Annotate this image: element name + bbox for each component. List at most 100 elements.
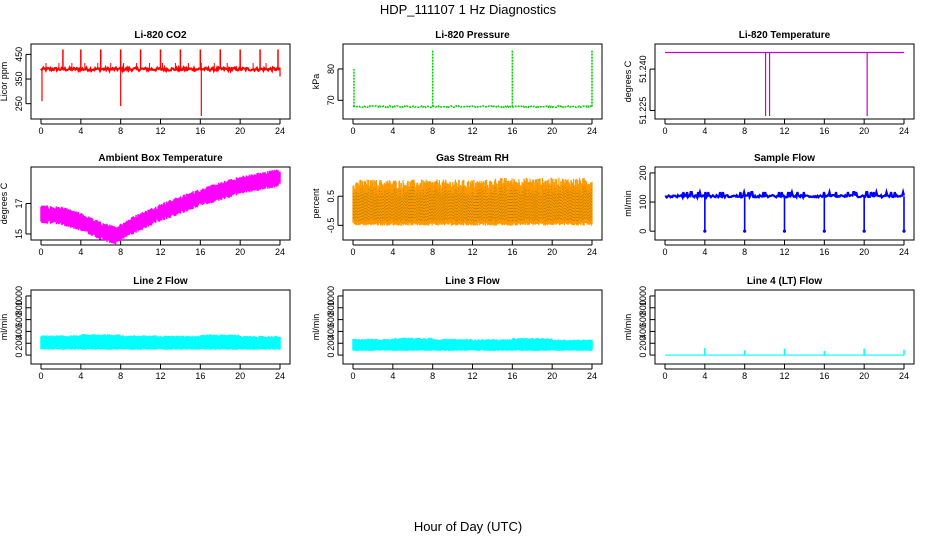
y-tick-label: 70 [326,95,336,105]
x-tick-label: 24 [275,247,285,257]
x-tick-label: 24 [899,126,909,136]
x-tick-label: 4 [390,126,395,136]
y-tick-label: 200 [326,336,336,351]
panel-title: Sample Flow [754,153,815,164]
y-tick-label: 51.240 [638,55,648,83]
y-axis-label: percent [311,188,321,219]
panel-title: Ambient Box Temperature [98,153,223,164]
series-band [352,177,593,226]
x-tick-label: 8 [118,247,123,257]
x-tick-label: 8 [430,371,435,381]
y-tick-label: 350 [14,72,24,87]
x-tick-label: 4 [390,371,395,381]
x-tick-label: 4 [78,247,83,257]
x-tick-label: 16 [507,371,517,381]
y-axis-label: Licor ppm [0,62,9,102]
x-tick-label: 12 [779,371,789,381]
panel-7: Line 2 Flow ml/min 0 4 8 12 16 20 24 0 20040060080… [0,276,291,381]
dip-point [782,229,787,233]
panel-4: Ambient Box Temperature degrees C 0 4 8 12 16 2… [0,153,291,257]
x-tick-label: 16 [819,126,829,136]
x-tick-label: 8 [742,126,747,136]
y-tick-label: 600 [326,312,336,327]
y-tick-label: 800 [638,300,648,315]
y-tick-label: 0 [14,353,24,358]
x-tick-label: 12 [467,126,477,136]
x-tick-label: 16 [819,247,829,257]
y-axis-label: ml/min [311,314,321,341]
x-tick-label: 8 [118,126,123,136]
y-tick-label: 400 [326,324,336,339]
plot-frame [342,289,603,365]
x-tick-label: 24 [587,126,597,136]
y-axis-label: ml/min [623,314,633,341]
panel-8: Line 3 Flow ml/min 0 4 8 12 16 20 24 0 20040060080… [311,276,603,381]
x-tick-label: 20 [859,247,869,257]
x-tick-label: 24 [899,371,909,381]
x-tick-label: 16 [819,371,829,381]
x-tick-label: 4 [78,126,83,136]
y-tick-label: 0.5 [326,190,336,203]
y-tick-label: 200 [638,165,648,180]
y-tick-label: 800 [14,300,24,315]
y-axis-label: ml/min [0,314,9,341]
panel-title: Gas Stream RH [436,153,509,164]
y-tick-label: 80 [326,64,336,74]
series [665,51,904,116]
x-tick-label: 0 [38,371,43,381]
y-tick-label: 450 [14,47,24,62]
x-tick-label: 0 [350,247,355,257]
x-tick-label: 20 [859,126,869,136]
x-tick-label: 0 [662,247,667,257]
dip-point [703,229,707,233]
x-tick-label: 4 [78,371,83,381]
dip-point [862,229,866,233]
panel-2: Li-820 Pressure kPa 0 4 8 12 16 20 24 70 80 [311,30,603,136]
y-tick-label: 100 [638,195,648,210]
y-axis-label: ml/min [623,190,633,217]
series-band [40,334,281,350]
x-tick-label: 0 [350,126,355,136]
series [352,337,593,351]
x-tick-label: 8 [742,371,747,381]
x-tick-label: 0 [662,371,667,381]
panel-title: Line 4 (LT) Flow [747,276,823,287]
x-tick-label: 4 [702,126,707,136]
y-tick-label: 0 [326,353,336,358]
x-tick-label: 16 [195,126,205,136]
x-tick-label: 20 [547,371,557,381]
x-tick-label: 8 [430,247,435,257]
x-tick-label: 8 [118,371,123,381]
y-axis-label: kPa [311,74,321,90]
x-tick-label: 12 [779,126,789,136]
y-tick-label: -0.5 [326,218,336,234]
panel-title: Line 3 Flow [445,276,500,287]
y-tick-label: 200 [14,336,24,351]
x-tick-label: 24 [587,247,597,257]
x-tick-label: 20 [235,126,245,136]
plot-frame [30,289,291,365]
panel-title: Li-820 Pressure [435,30,510,41]
x-tick-label: 20 [859,371,869,381]
dip-point [822,229,826,233]
x-tick-label: 16 [195,247,205,257]
x-tick-label: 12 [467,247,477,257]
x-tick-label: 16 [507,126,517,136]
figure-title: HDP_111107 1 Hz Diagnostics [380,2,557,17]
dip-point [902,229,906,233]
panel-1: Li-820 CO2 Licor ppm 0 4 8 12 16 20 24 250 350 450 [0,30,291,136]
x-tick-label: 20 [547,247,557,257]
x-tick-label: 20 [235,247,245,257]
x-axis-label: Hour of Day (UTC) [414,519,522,534]
y-tick-label: 400 [638,324,648,339]
panel-title: Li-820 Temperature [739,30,831,41]
series [664,187,906,233]
x-tick-label: 0 [38,126,43,136]
y-tick-label: 400 [14,324,24,339]
x-tick-label: 12 [779,247,789,257]
series-line [352,104,593,109]
x-tick-label: 12 [155,247,165,257]
x-tick-label: 0 [38,247,43,257]
series-band-dots [352,185,593,222]
